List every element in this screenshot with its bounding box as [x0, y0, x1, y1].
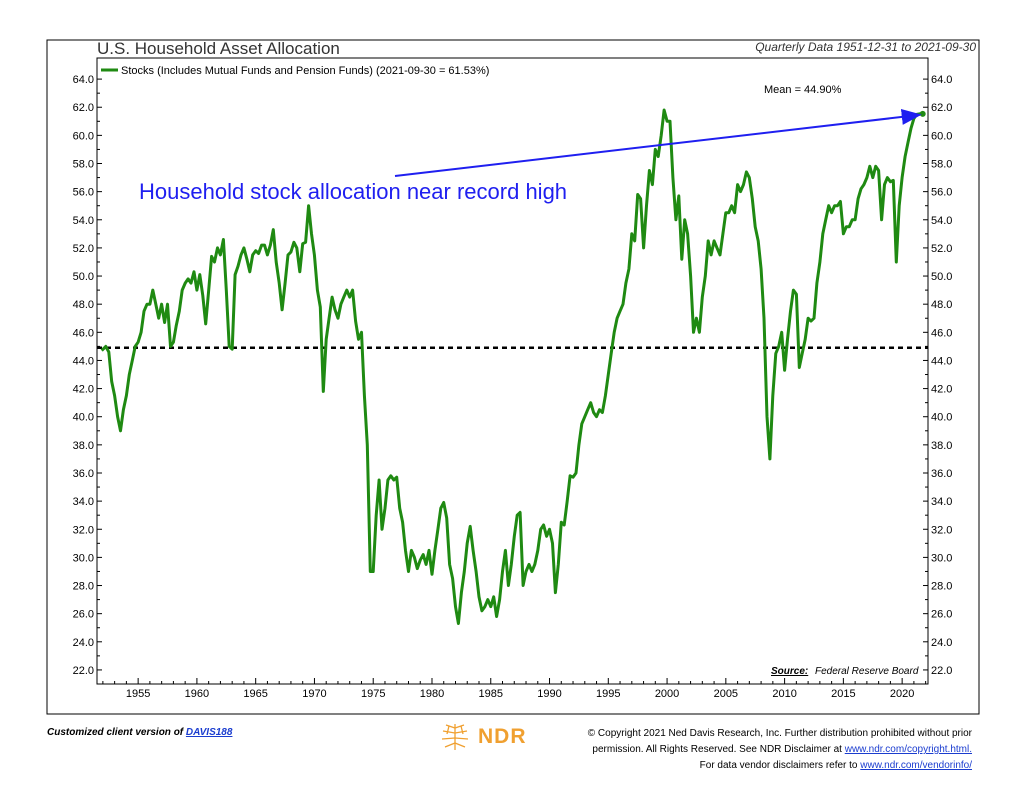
x-tick-label: 1975	[361, 688, 385, 700]
plot-area	[96, 57, 929, 685]
x-tick-label: 1970	[302, 688, 326, 700]
y-tick-label-right: 40.0	[931, 412, 952, 424]
ndr-logo: NDR	[438, 722, 527, 752]
legend-label: Stocks (Includes Mutual Funds and Pensio…	[121, 65, 489, 77]
y-tick-label-right: 46.0	[931, 327, 952, 339]
annotation-arrow	[394, 108, 922, 177]
y-tick-label-right: 64.0	[931, 74, 952, 86]
chart-subtitle: Quarterly Data 1951-12-31 to 2021-09-30	[755, 40, 976, 54]
copyright-link[interactable]: www.ndr.com/copyright.html.	[844, 744, 972, 755]
copyright-line-3-text: For data vendor disclaimers refer to	[699, 760, 861, 771]
y-tick-label-right: 52.0	[931, 243, 952, 255]
annotation-text: Household stock allocation near record h…	[139, 179, 567, 204]
y-tick-label-left: 22.0	[73, 665, 94, 677]
client-version-link[interactable]: DAVIS188	[185, 727, 233, 738]
vendor-info-link[interactable]: www.ndr.com/vendorinfo/	[860, 760, 972, 771]
x-tick-label: 2000	[655, 688, 679, 700]
y-tick-label-left: 30.0	[73, 552, 94, 564]
ndr-logo-text: NDR	[478, 725, 527, 748]
y-tick-label-left: 24.0	[73, 637, 94, 649]
ndr-logo-icon	[441, 724, 469, 750]
x-tick-label: 2005	[714, 688, 738, 700]
y-tick-label-right: 38.0	[931, 440, 952, 452]
y-tick-label-right: 22.0	[931, 665, 952, 677]
x-tick-label: 1965	[243, 688, 267, 700]
x-tick-label: 1985	[479, 688, 503, 700]
client-version-prefix: Customized client version of	[47, 727, 186, 738]
chart-title: U.S. Household Asset Allocation	[97, 39, 340, 58]
copyright-line-3: For data vendor disclaimers refer to www…	[588, 758, 972, 774]
y-tick-label-left: 42.0	[73, 384, 94, 396]
copyright-line-2-text: permission. All Rights Reserved. See NDR…	[592, 744, 845, 755]
y-tick-label-right: 54.0	[931, 215, 952, 227]
y-tick-label-left: 64.0	[73, 74, 94, 86]
y-tick-label-left: 52.0	[73, 243, 94, 255]
y-tick-label-right: 30.0	[931, 552, 952, 564]
y-tick-label-right: 58.0	[931, 159, 952, 171]
y-tick-label-left: 44.0	[73, 355, 94, 367]
x-tick-label: 2015	[831, 688, 855, 700]
x-tick-label: 2020	[890, 688, 914, 700]
y-tick-label-left: 50.0	[73, 271, 94, 283]
y-tick-label-left: 36.0	[73, 468, 94, 480]
y-tick-label-left: 32.0	[73, 524, 94, 536]
chart-frame	[46, 39, 980, 715]
x-tick-label: 1990	[537, 688, 561, 700]
y-axis-right: 22.0 24.0 26.0 28.0 30.0 32.0 34.0 36.0 38.0 40.0…	[923, 74, 952, 677]
y-tick-label-left: 54.0	[73, 215, 94, 227]
source-label: Source:	[771, 666, 808, 677]
y-tick-label-right: 44.0	[931, 355, 952, 367]
y-tick-label-left: 28.0	[73, 581, 94, 593]
y-tick-label-left: 48.0	[73, 299, 94, 311]
y-tick-label-right: 56.0	[931, 187, 952, 199]
x-axis: 1955 1960 1965 1970 1975 1980 1985 1990 1995 2000…	[102, 678, 927, 700]
x-tick-label: 1955	[126, 688, 150, 700]
copyright-notice: © Copyright 2021 Ned Davis Research, Inc…	[588, 726, 972, 774]
series-line-stocks	[100, 108, 923, 625]
y-tick-label-right: 28.0	[931, 581, 952, 593]
copyright-line-1: © Copyright 2021 Ned Davis Research, Inc…	[587, 728, 972, 739]
y-tick-label-right: 60.0	[931, 130, 952, 142]
y-tick-label-left: 38.0	[73, 440, 94, 452]
source-text: Federal Reserve Board	[815, 666, 919, 677]
mean-label: Mean = 44.90%	[764, 84, 842, 96]
copyright-line-2: permission. All Rights Reserved. See NDR…	[588, 742, 972, 758]
x-tick-label: 1960	[185, 688, 209, 700]
y-tick-label-right: 50.0	[931, 271, 952, 283]
y-tick-label-left: 60.0	[73, 130, 94, 142]
y-tick-label-left: 62.0	[73, 102, 94, 114]
x-tick-label: 1980	[420, 688, 444, 700]
x-tick-label: 1995	[596, 688, 620, 700]
y-tick-label-right: 62.0	[931, 102, 952, 114]
y-tick-label-left: 46.0	[73, 327, 94, 339]
y-tick-label-right: 34.0	[931, 496, 952, 508]
y-tick-label-right: 42.0	[931, 384, 952, 396]
series-end-point	[919, 110, 926, 117]
y-tick-label-left: 34.0	[73, 496, 94, 508]
y-tick-label-right: 24.0	[931, 637, 952, 649]
y-tick-label-left: 26.0	[73, 609, 94, 621]
y-tick-label-left: 56.0	[73, 187, 94, 199]
client-version-note: Customized client version of DAVIS188	[47, 727, 232, 738]
y-tick-label-left: 58.0	[73, 159, 94, 171]
x-tick-label: 2010	[772, 688, 796, 700]
y-tick-label-right: 48.0	[931, 299, 952, 311]
y-axis-left: 22.0 24.0 26.0 28.0 30.0 32.0 34.0 36.0 38.0 40.0…	[73, 74, 102, 677]
y-tick-label-left: 40.0	[73, 412, 94, 424]
y-tick-label-right: 26.0	[931, 609, 952, 621]
y-tick-label-right: 36.0	[931, 468, 952, 480]
y-tick-label-right: 32.0	[931, 524, 952, 536]
